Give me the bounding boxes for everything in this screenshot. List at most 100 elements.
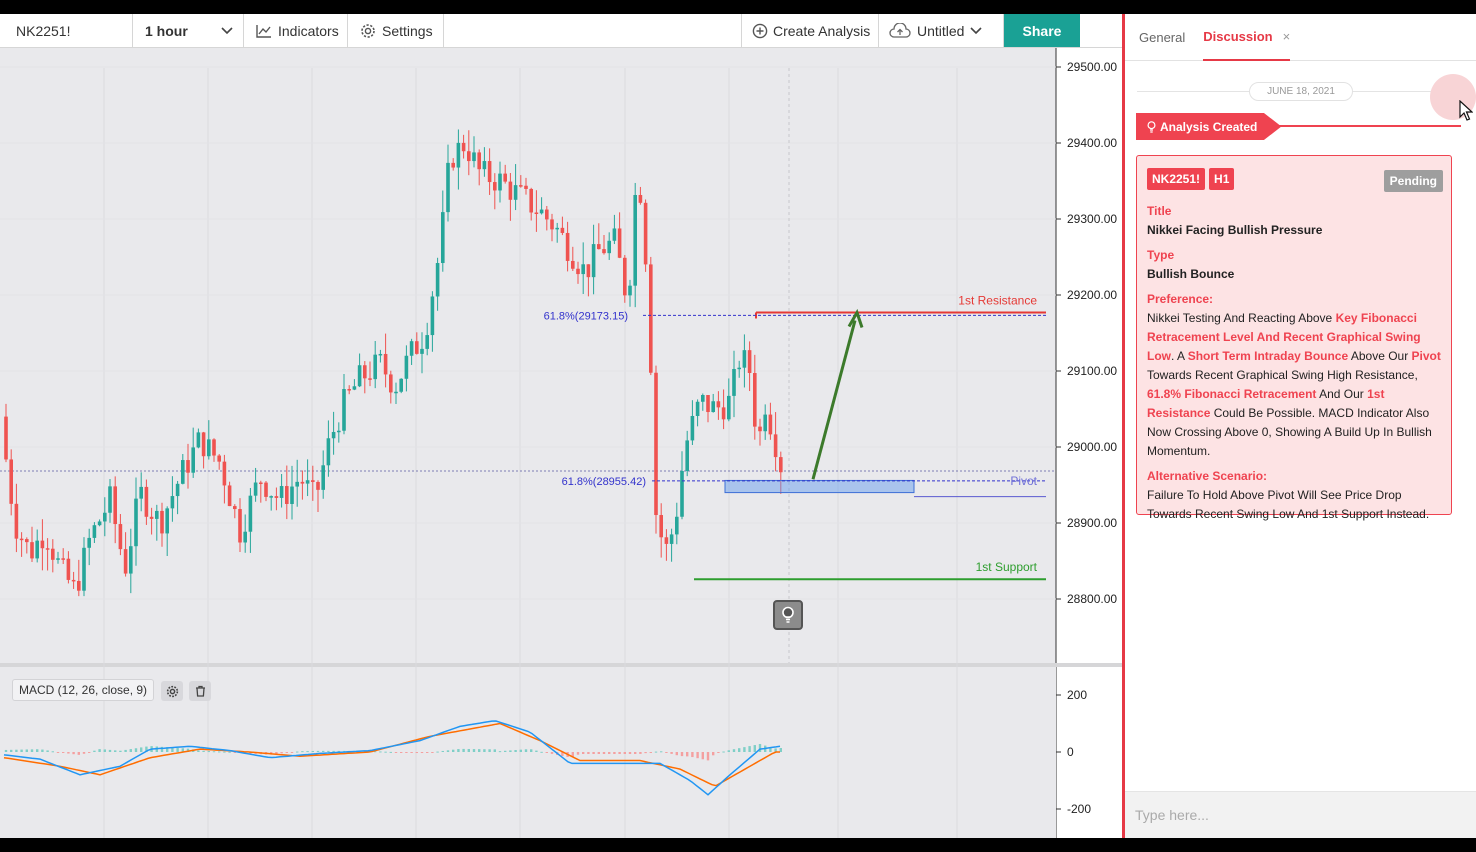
candle-body xyxy=(732,368,736,396)
symbol-chip: NK2251! xyxy=(1147,168,1206,190)
macd-histogram-bar xyxy=(452,749,455,752)
macd-histogram-bar xyxy=(498,751,502,753)
indicators-button[interactable]: Indicators xyxy=(244,14,348,47)
macd-histogram-bar xyxy=(218,751,221,753)
macd-histogram-bar xyxy=(727,750,730,752)
analysis-type: Bullish Bounce xyxy=(1147,267,1235,281)
candle-body xyxy=(539,209,544,214)
settings-button[interactable]: Settings xyxy=(348,14,444,47)
macd-histogram-bar xyxy=(753,745,756,752)
macd-series xyxy=(3,720,782,796)
candle-body xyxy=(555,227,559,230)
macd-histogram-bar xyxy=(56,752,60,753)
macd-histogram-bar xyxy=(296,751,299,753)
chevron-down-icon xyxy=(221,26,233,34)
macd-histogram-bar xyxy=(706,752,710,761)
candle-body xyxy=(472,152,476,162)
candle-body xyxy=(456,142,461,168)
candle-body xyxy=(186,460,190,473)
macd-histogram-bar xyxy=(82,752,86,754)
symbol-label: NK2251! xyxy=(16,22,71,39)
candle-body xyxy=(571,260,575,269)
macd-histogram-bar xyxy=(748,746,751,752)
macd-settings-button[interactable] xyxy=(161,681,183,701)
candle-body xyxy=(264,482,268,497)
interval-selector[interactable]: 1 hour xyxy=(133,14,244,47)
macd-histogram-bar xyxy=(550,752,554,754)
macd-histogram-bar xyxy=(519,749,522,752)
candle-body xyxy=(441,212,445,264)
candle-body xyxy=(680,471,684,517)
candle-body xyxy=(144,486,149,517)
macd-histogram-bar xyxy=(285,752,288,753)
candle-body xyxy=(675,516,679,535)
candle-body xyxy=(45,548,50,550)
create-analysis-button[interactable]: Create Analysis xyxy=(741,14,879,47)
macd-delete-button[interactable] xyxy=(189,681,211,701)
tab-discussion[interactable]: Discussion × xyxy=(1203,14,1291,61)
chart-area[interactable]: 29500.00 29400.00 29300.00 29200.00 29100.00… xyxy=(0,48,1122,838)
card-header: NK2251! H1 Pending xyxy=(1147,168,1443,192)
idea-button[interactable] xyxy=(773,600,803,630)
candle-body xyxy=(435,263,440,297)
candle-body xyxy=(602,249,606,254)
candle-body xyxy=(269,496,273,498)
tab-general[interactable]: General xyxy=(1139,29,1186,45)
macd-histogram-bar xyxy=(488,749,491,752)
price-tick-label: 29000.00 xyxy=(1067,440,1117,454)
macd-indicator-label[interactable]: MACD (12, 26, close, 9) xyxy=(12,679,155,701)
candle-body xyxy=(534,212,539,215)
macd-histogram-bar xyxy=(654,751,658,753)
candle-body xyxy=(701,395,705,402)
candle-body xyxy=(576,268,580,275)
candle-body xyxy=(706,395,710,413)
message-input[interactable]: Type here... xyxy=(1125,791,1476,838)
candle-body xyxy=(9,459,13,504)
toolbar-spacer xyxy=(444,14,741,47)
candle-body xyxy=(394,391,398,394)
macd-histogram-bar xyxy=(576,752,580,755)
macd-histogram-bar xyxy=(618,752,621,754)
chevron-down-icon xyxy=(970,26,983,34)
discussion-panel: General Discussion × JUNE 18, 2021 Analy… xyxy=(1122,14,1476,838)
candle-body xyxy=(118,524,123,550)
symbol-selector[interactable]: NK2251! xyxy=(0,14,133,47)
macd-histogram-bar xyxy=(457,749,460,752)
candle-body xyxy=(248,495,253,532)
macd-histogram-bar xyxy=(212,751,216,753)
settings-label: Settings xyxy=(382,22,433,39)
toolbar-tail xyxy=(1080,14,1122,47)
candle-body xyxy=(238,509,242,543)
candle-body xyxy=(165,508,169,534)
close-icon[interactable]: × xyxy=(1282,28,1291,44)
candle-body xyxy=(617,228,622,258)
candle-body xyxy=(664,537,669,544)
macd-histogram-bar xyxy=(332,750,335,752)
layout-name-selector[interactable]: Untitled xyxy=(879,14,1004,47)
macd-histogram-bar xyxy=(181,748,184,752)
candle-body xyxy=(160,510,164,534)
macd-histogram-bar xyxy=(228,751,231,753)
macd-histogram-bar xyxy=(223,751,226,753)
macd-histogram-bar xyxy=(613,752,616,754)
macd-histogram-bar xyxy=(758,744,762,752)
price-chart[interactable]: 29500.00 29400.00 29300.00 29200.00 29100.00… xyxy=(0,48,1122,838)
candle-body xyxy=(753,373,757,427)
macd-histogram-bar xyxy=(493,749,496,752)
timeframe-chip: H1 xyxy=(1209,168,1235,190)
indicators-label: Indicators xyxy=(278,22,339,39)
share-button[interactable]: Share xyxy=(1004,14,1080,47)
macd-histogram-bar xyxy=(186,748,190,752)
candle-body xyxy=(35,540,39,559)
candle-body xyxy=(253,482,258,496)
share-label: Share xyxy=(1022,22,1062,39)
candle-body xyxy=(347,389,351,391)
macd-histogram-bar xyxy=(275,752,278,755)
macd-histogram-bar xyxy=(25,749,28,752)
macd-histogram-bar xyxy=(202,750,205,752)
candle-body xyxy=(30,542,34,559)
macd-histogram-bar xyxy=(10,749,13,752)
candle-body xyxy=(742,350,747,368)
analysis-card: NK2251! H1 Pending Title Nikkei Facing Bu… xyxy=(1136,155,1452,521)
fib-low-label: 61.8%(28955.42) xyxy=(562,476,646,488)
